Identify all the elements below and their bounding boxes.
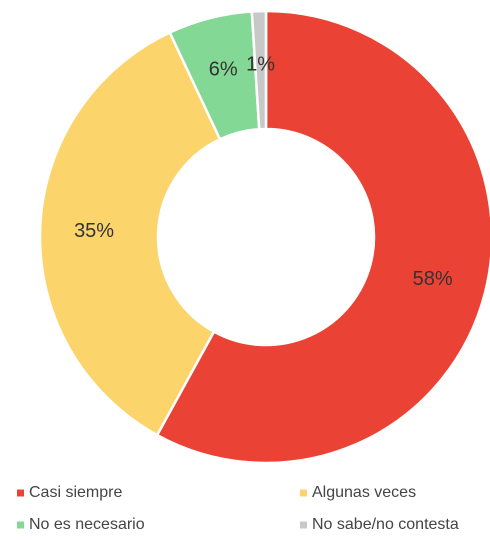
legend-label: No sabe/no contesta bbox=[312, 516, 459, 533]
legend-label: No es necesario bbox=[29, 516, 145, 533]
data-label: 35% bbox=[74, 220, 114, 242]
data-label: 1% bbox=[246, 53, 275, 75]
donut-slice bbox=[38, 30, 222, 437]
legend-label: Casi siempre bbox=[29, 484, 122, 501]
donut-slice bbox=[155, 9, 490, 465]
legend-marker bbox=[300, 521, 307, 529]
legend-marker bbox=[17, 489, 24, 497]
legend-label: Algunas veces bbox=[312, 484, 416, 501]
donut-slice bbox=[250, 9, 268, 131]
legend-marker bbox=[17, 521, 24, 529]
data-label: 6% bbox=[209, 59, 238, 81]
data-label: 58% bbox=[413, 268, 453, 290]
legend-marker bbox=[300, 489, 307, 497]
